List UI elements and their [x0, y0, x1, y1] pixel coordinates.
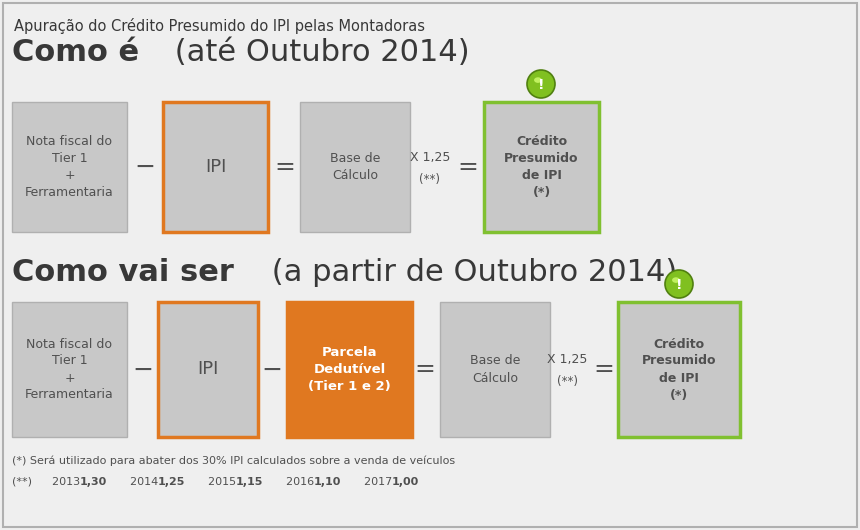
FancyBboxPatch shape	[440, 302, 550, 437]
Text: 1,30: 1,30	[80, 477, 108, 487]
Text: IPI: IPI	[205, 158, 226, 176]
Text: X 1,25: X 1,25	[547, 353, 587, 366]
Text: =: =	[593, 358, 614, 382]
Text: !: !	[676, 278, 682, 292]
Text: =: =	[458, 155, 478, 179]
Text: Nota fiscal do
Tier 1
+
Ferramentaria: Nota fiscal do Tier 1 + Ferramentaria	[25, 338, 114, 402]
FancyBboxPatch shape	[484, 102, 599, 232]
Text: =: =	[415, 358, 435, 382]
Text: Apuração do Crédito Presumido do IPI pelas Montadoras: Apuração do Crédito Presumido do IPI pel…	[14, 18, 425, 34]
Text: Base de
Cálculo: Base de Cálculo	[330, 152, 380, 182]
Text: Base de
Cálculo: Base de Cálculo	[470, 355, 520, 384]
Text: 2016: 2016	[286, 477, 317, 487]
Text: Como é: Como é	[12, 38, 139, 67]
Text: 2014: 2014	[130, 477, 162, 487]
Text: !: !	[538, 78, 544, 92]
Text: (**): (**)	[12, 477, 32, 487]
Ellipse shape	[672, 277, 679, 283]
FancyBboxPatch shape	[163, 102, 268, 232]
Text: 2015: 2015	[208, 477, 240, 487]
Text: =: =	[274, 155, 296, 179]
Circle shape	[527, 70, 555, 98]
FancyBboxPatch shape	[12, 302, 127, 437]
FancyBboxPatch shape	[12, 102, 127, 232]
FancyBboxPatch shape	[158, 302, 258, 437]
Text: 1,10: 1,10	[314, 477, 341, 487]
Text: −: −	[134, 155, 156, 179]
Text: −: −	[132, 358, 153, 382]
Text: X 1,25: X 1,25	[410, 151, 450, 163]
Circle shape	[665, 270, 693, 298]
Text: 2013: 2013	[52, 477, 83, 487]
Text: Como vai ser: Como vai ser	[12, 258, 234, 287]
Text: 1,00: 1,00	[392, 477, 420, 487]
Text: (**): (**)	[420, 172, 440, 185]
Ellipse shape	[534, 77, 542, 83]
Text: (**): (**)	[556, 375, 578, 388]
Text: Parcela
Dedutível
(Tier 1 e 2): Parcela Dedutível (Tier 1 e 2)	[308, 346, 391, 393]
Text: 1,25: 1,25	[158, 477, 186, 487]
FancyBboxPatch shape	[618, 302, 740, 437]
Text: Nota fiscal do
Tier 1
+
Ferramentaria: Nota fiscal do Tier 1 + Ferramentaria	[25, 135, 114, 199]
Text: Crédito
Presumido
de IPI
(*): Crédito Presumido de IPI (*)	[642, 338, 716, 402]
Text: Crédito
Presumido
de IPI
(*): Crédito Presumido de IPI (*)	[504, 135, 579, 199]
Text: (a partir de Outubro 2014): (a partir de Outubro 2014)	[262, 258, 678, 287]
Text: 2017: 2017	[364, 477, 396, 487]
Text: IPI: IPI	[197, 360, 218, 378]
Text: −: −	[261, 358, 282, 382]
Text: (até Outubro 2014): (até Outubro 2014)	[165, 38, 470, 67]
Text: (*) Será utilizado para abater dos 30% IPI calculados sobre a venda de veículos: (*) Será utilizado para abater dos 30% I…	[12, 456, 455, 466]
FancyBboxPatch shape	[300, 102, 410, 232]
FancyBboxPatch shape	[287, 302, 412, 437]
Text: 1,15: 1,15	[236, 477, 263, 487]
